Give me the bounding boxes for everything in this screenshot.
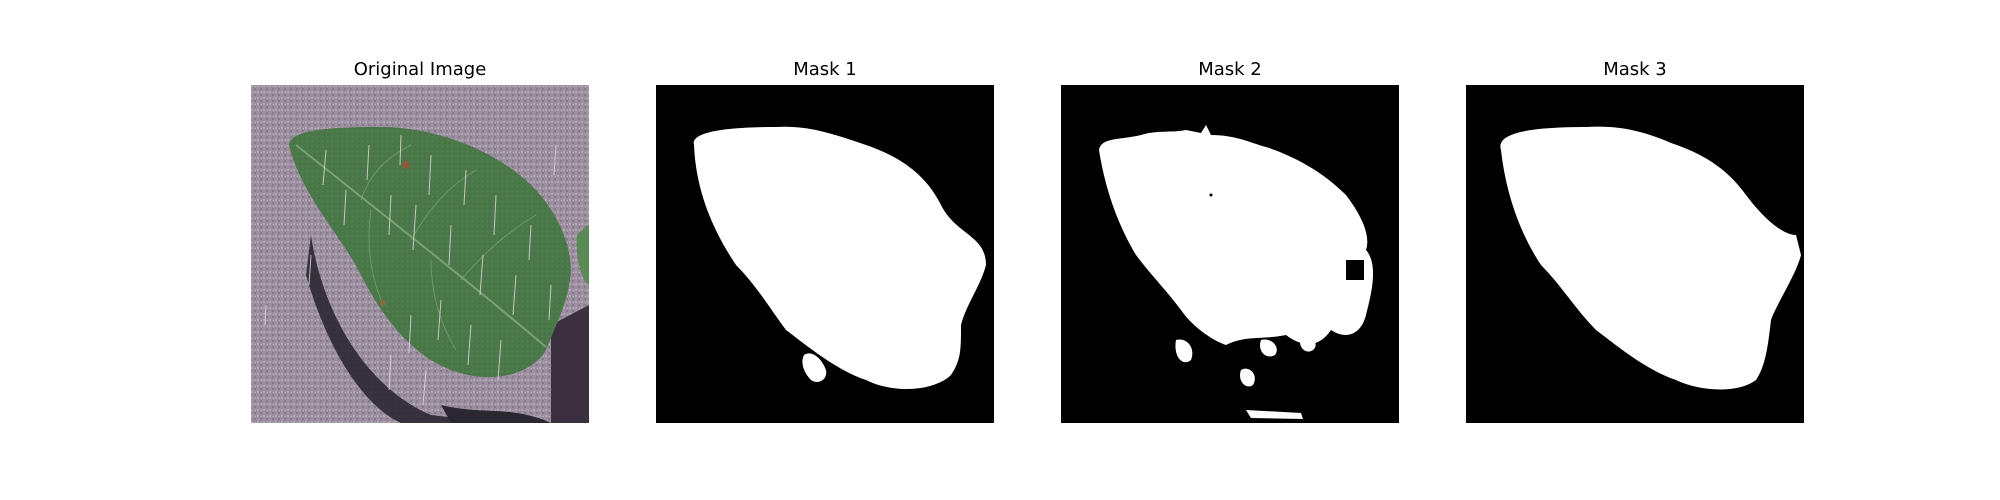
panel-original-image: Original Image	[251, 55, 589, 423]
panel-mask-3: Mask 3	[1466, 55, 1804, 423]
panel-title: Mask 1	[793, 59, 857, 80]
panel-title: Mask 2	[1198, 59, 1262, 80]
panel-title: Original Image	[353, 59, 487, 80]
panel-mask-1: Mask 1	[656, 55, 994, 423]
panel-mask-2: Mask 2	[1061, 55, 1399, 423]
mask-3-image	[1466, 85, 1804, 423]
panel-title: Mask 3	[1603, 59, 1667, 80]
mask-1-image	[656, 85, 994, 423]
original-leaf-photo	[251, 85, 589, 423]
mask-2-image	[1061, 85, 1399, 423]
